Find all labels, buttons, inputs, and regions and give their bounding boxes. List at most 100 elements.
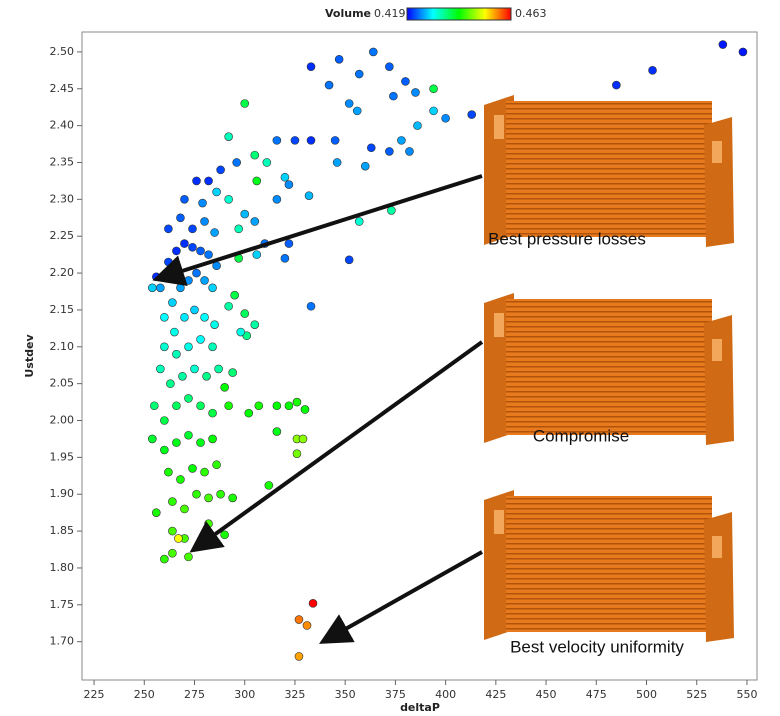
point	[241, 310, 249, 318]
point	[197, 402, 205, 410]
point	[335, 55, 343, 63]
point	[355, 70, 363, 78]
point	[172, 247, 180, 255]
x-tick-label: 250	[134, 688, 155, 701]
point	[285, 240, 293, 248]
x-tick-label: 500	[636, 688, 657, 701]
point	[225, 302, 233, 310]
point	[205, 251, 213, 259]
point	[273, 402, 281, 410]
point	[307, 136, 315, 144]
point	[225, 402, 233, 410]
point	[164, 258, 172, 266]
x-tick-label: 525	[686, 688, 707, 701]
point	[160, 313, 168, 321]
point	[178, 372, 186, 380]
colorbar-title: Volume	[325, 7, 371, 20]
point	[430, 85, 438, 93]
point	[251, 321, 259, 329]
point	[385, 63, 393, 71]
point	[193, 490, 201, 498]
y-tick-label: 2.45	[50, 82, 75, 95]
y-tick-label: 2.20	[50, 266, 75, 279]
point	[205, 520, 213, 528]
chart: Best pressure losses Compromise Best vel…	[0, 0, 780, 716]
y-tick-label: 2.25	[50, 229, 75, 242]
point	[160, 555, 168, 563]
point	[430, 107, 438, 115]
point	[217, 490, 225, 498]
point	[184, 553, 192, 561]
point	[209, 284, 217, 292]
y-tick-label: 2.05	[50, 377, 75, 390]
point	[203, 372, 211, 380]
point	[191, 306, 199, 314]
point	[345, 256, 353, 264]
point	[148, 435, 156, 443]
point	[197, 247, 205, 255]
point	[293, 450, 301, 458]
point	[201, 313, 209, 321]
radiator-image	[484, 490, 734, 642]
point	[164, 225, 172, 233]
point	[253, 251, 261, 259]
point	[193, 269, 201, 277]
colorbar-max: 0.463	[515, 7, 547, 20]
point	[152, 273, 160, 281]
point	[333, 158, 341, 166]
point	[168, 299, 176, 307]
x-tick-label: 225	[84, 688, 105, 701]
point	[369, 48, 377, 56]
point	[191, 365, 199, 373]
point	[361, 162, 369, 170]
point	[168, 527, 176, 535]
point	[199, 199, 207, 207]
y-tick-label: 2.30	[50, 192, 75, 205]
point	[184, 431, 192, 439]
y-tick-label: 1.95	[50, 450, 75, 463]
point	[176, 475, 184, 483]
point	[301, 405, 309, 413]
point	[170, 328, 178, 336]
y-tick-label: 1.85	[50, 524, 75, 537]
radiator-image	[484, 293, 734, 445]
point	[345, 100, 353, 108]
y-tick-label: 2.50	[50, 45, 75, 58]
point	[152, 509, 160, 517]
point	[168, 498, 176, 506]
point	[241, 210, 249, 218]
point	[255, 402, 263, 410]
colorbar	[407, 8, 511, 20]
point	[397, 136, 405, 144]
point	[719, 41, 727, 49]
point	[385, 147, 393, 155]
point	[150, 402, 158, 410]
point	[201, 468, 209, 476]
point	[739, 48, 747, 56]
point	[184, 276, 192, 284]
page: Best pressure losses Compromise Best vel…	[0, 0, 780, 716]
x-tick-label: 400	[435, 688, 456, 701]
x-tick-label: 550	[736, 688, 757, 701]
point	[291, 136, 299, 144]
point	[156, 284, 164, 292]
point	[273, 136, 281, 144]
point	[225, 133, 233, 141]
colorbar-min: 0.419	[374, 7, 406, 20]
y-tick-label: 2.35	[50, 155, 75, 168]
point	[160, 343, 168, 351]
point	[411, 88, 419, 96]
point	[273, 195, 281, 203]
point	[355, 217, 363, 225]
annotation: Best velocity uniformity	[510, 637, 684, 656]
point	[325, 81, 333, 89]
point	[164, 468, 172, 476]
x-tick-label: 450	[536, 688, 557, 701]
point	[166, 380, 174, 388]
y-tick-label: 1.80	[50, 561, 75, 574]
point	[156, 365, 164, 373]
point	[237, 328, 245, 336]
point	[209, 409, 217, 417]
point	[299, 435, 307, 443]
point	[245, 409, 253, 417]
